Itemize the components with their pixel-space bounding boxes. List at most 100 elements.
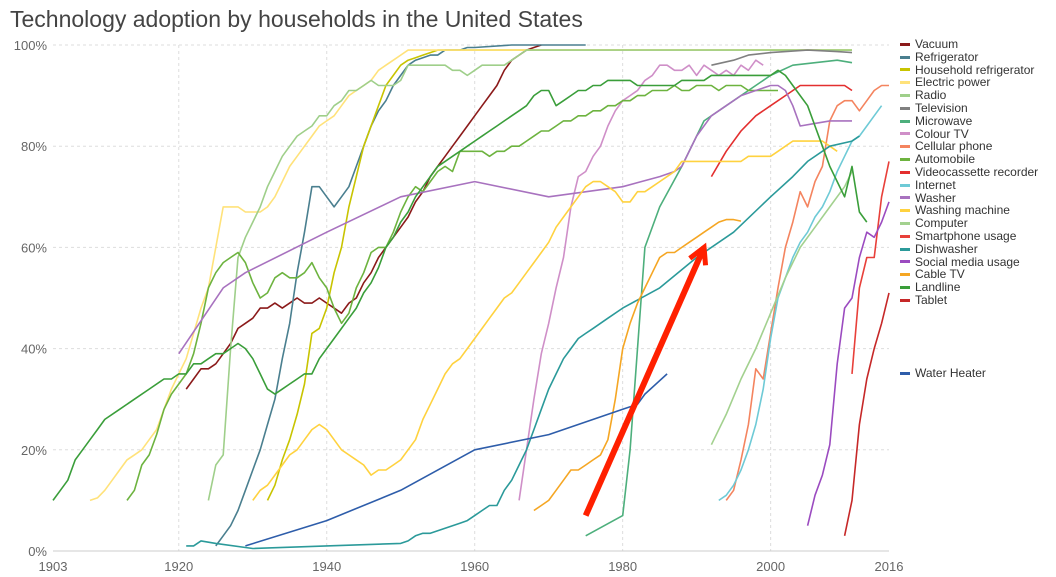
legend-swatch <box>900 234 910 238</box>
series-line-washing-machine[interactable] <box>252 140 838 501</box>
legend-item[interactable]: Radio <box>900 89 1038 102</box>
legend-label: Electric power <box>915 75 991 90</box>
legend-swatch <box>900 94 910 98</box>
legend-swatch <box>900 68 910 72</box>
series-lines <box>52 44 890 550</box>
series-line-dishwasher[interactable] <box>186 135 860 550</box>
x-tick-label: 2000 <box>756 559 785 574</box>
legend-label: Social media usage <box>915 254 1020 269</box>
legend-swatch <box>900 222 910 226</box>
y-axis-ticks: 0% 20% 40% 60% 80% 100% <box>14 38 48 559</box>
series-line-smartphone-usage[interactable] <box>851 161 890 374</box>
y-tick-label: 80% <box>21 139 47 154</box>
legend-swatch <box>900 209 910 213</box>
y-tick-label: 0% <box>28 544 47 559</box>
chart-title: Technology adoption by households in the… <box>10 6 583 32</box>
legend-swatch <box>900 298 910 302</box>
legend-item[interactable]: Water Heater <box>900 367 986 380</box>
series-line-automobile[interactable] <box>126 84 778 501</box>
x-axis-ticks: 1903 1920 1940 1960 1980 2000 2016 <box>39 559 904 574</box>
legend-label: Colour TV <box>915 126 969 141</box>
legend-item[interactable]: Landline <box>900 281 1038 294</box>
legend-label: Washer <box>915 190 956 205</box>
series-line-electric-power[interactable] <box>89 49 771 502</box>
legend-item[interactable]: Electric power <box>900 76 1038 89</box>
legend-item[interactable]: Colour TV <box>900 126 1038 141</box>
series-line-microwave[interactable] <box>585 59 853 537</box>
legend-label: Smartphone usage <box>915 228 1017 243</box>
legend-swatch <box>900 158 910 162</box>
legend-label: Computer <box>915 216 968 231</box>
legend-item[interactable]: Refrigerator <box>900 49 1038 64</box>
legend-label: Water Heater <box>915 366 986 380</box>
series-line-washer[interactable] <box>178 84 852 355</box>
legend-item[interactable]: Washing machine <box>900 204 1038 217</box>
y-tick-label: 20% <box>21 443 47 458</box>
legend-label: Microwave <box>915 113 973 128</box>
legend-item[interactable]: Microwave <box>900 113 1038 128</box>
legend-label: Household refrigerator <box>915 62 1035 77</box>
legend-label: Television <box>915 100 968 115</box>
legend-item[interactable]: Washer <box>900 190 1038 205</box>
legend-item[interactable]: Smartphone usage <box>900 230 1038 243</box>
legend-item[interactable]: Internet <box>900 177 1038 192</box>
legend-label: Cable TV <box>915 267 965 282</box>
legend: Vacuum Refrigerator Household refrigerator… <box>900 38 1038 307</box>
legend-swatch <box>900 42 910 46</box>
legend-label: Videocassette recorder <box>915 164 1039 179</box>
legend-item[interactable]: Cable TV <box>900 268 1038 281</box>
annotation-arrow-head <box>688 242 709 266</box>
legend-label: Washing machine <box>915 203 1010 218</box>
x-tick-label: 1980 <box>608 559 637 574</box>
legend-swatch <box>900 81 910 85</box>
legend-swatch <box>900 247 910 251</box>
series-line-refrigerator[interactable] <box>215 44 586 547</box>
annotation-arrow-shaft <box>582 246 707 517</box>
legend-label: Refrigerator <box>915 49 979 64</box>
legend-label: Cellular phone <box>915 139 993 154</box>
legend-item[interactable]: Television <box>900 102 1038 115</box>
legend-swatch <box>900 55 910 59</box>
x-tick-label: 1940 <box>312 559 341 574</box>
series-line-videocassette-recorder[interactable] <box>710 84 853 178</box>
legend-label: Tablet <box>915 292 948 307</box>
legend-item[interactable]: Tablet <box>900 294 1038 307</box>
series-line-radio[interactable] <box>207 49 852 501</box>
legend-item[interactable]: Vacuum <box>900 38 1038 51</box>
series-line-tablet[interactable] <box>843 292 890 536</box>
legend-item[interactable]: Dishwasher <box>900 241 1038 256</box>
legend-swatch <box>900 196 910 200</box>
series-line-landline[interactable] <box>52 69 868 501</box>
legend-swatch <box>900 170 910 174</box>
legend-swatch <box>900 119 910 123</box>
legend-swatch <box>900 132 910 136</box>
legend-swatch <box>900 106 910 110</box>
legend-swatch <box>900 260 910 264</box>
y-tick-label: 100% <box>14 38 48 53</box>
x-tick-label: 2016 <box>875 559 904 574</box>
x-tick-label: 1960 <box>460 559 489 574</box>
series-line-cable-tv[interactable] <box>533 218 742 512</box>
legend-label: Internet <box>915 177 956 192</box>
legend-label: Automobile <box>915 152 976 167</box>
series-line-cellular-phone[interactable] <box>725 84 889 501</box>
series-line-social-media-usage[interactable] <box>806 201 890 526</box>
series-line-water-heater[interactable] <box>245 373 668 547</box>
y-tick-label: 60% <box>21 240 47 255</box>
series-line-television[interactable] <box>711 49 853 66</box>
legend-label: Radio <box>915 88 947 103</box>
legend-item[interactable]: Videocassette recorder <box>900 166 1038 179</box>
x-tick-label: 1920 <box>164 559 193 574</box>
x-tick-label: 1903 <box>39 559 68 574</box>
legend-item[interactable]: Computer <box>900 217 1038 230</box>
series-line-vacuum[interactable] <box>185 44 542 390</box>
legend-swatch <box>900 286 910 290</box>
legend-item[interactable]: Automobile <box>900 153 1038 166</box>
legend-item[interactable]: Household refrigerator <box>900 62 1038 77</box>
legend-item[interactable]: Cellular phone <box>900 140 1038 153</box>
series-line-computer[interactable] <box>710 171 853 446</box>
legend-item[interactable]: Social media usage <box>900 254 1038 269</box>
legend-label: Dishwasher <box>915 241 978 256</box>
legend-water-heater: Water Heater <box>900 367 986 380</box>
